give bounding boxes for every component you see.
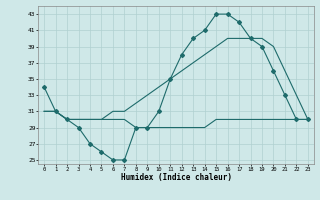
- X-axis label: Humidex (Indice chaleur): Humidex (Indice chaleur): [121, 173, 231, 182]
